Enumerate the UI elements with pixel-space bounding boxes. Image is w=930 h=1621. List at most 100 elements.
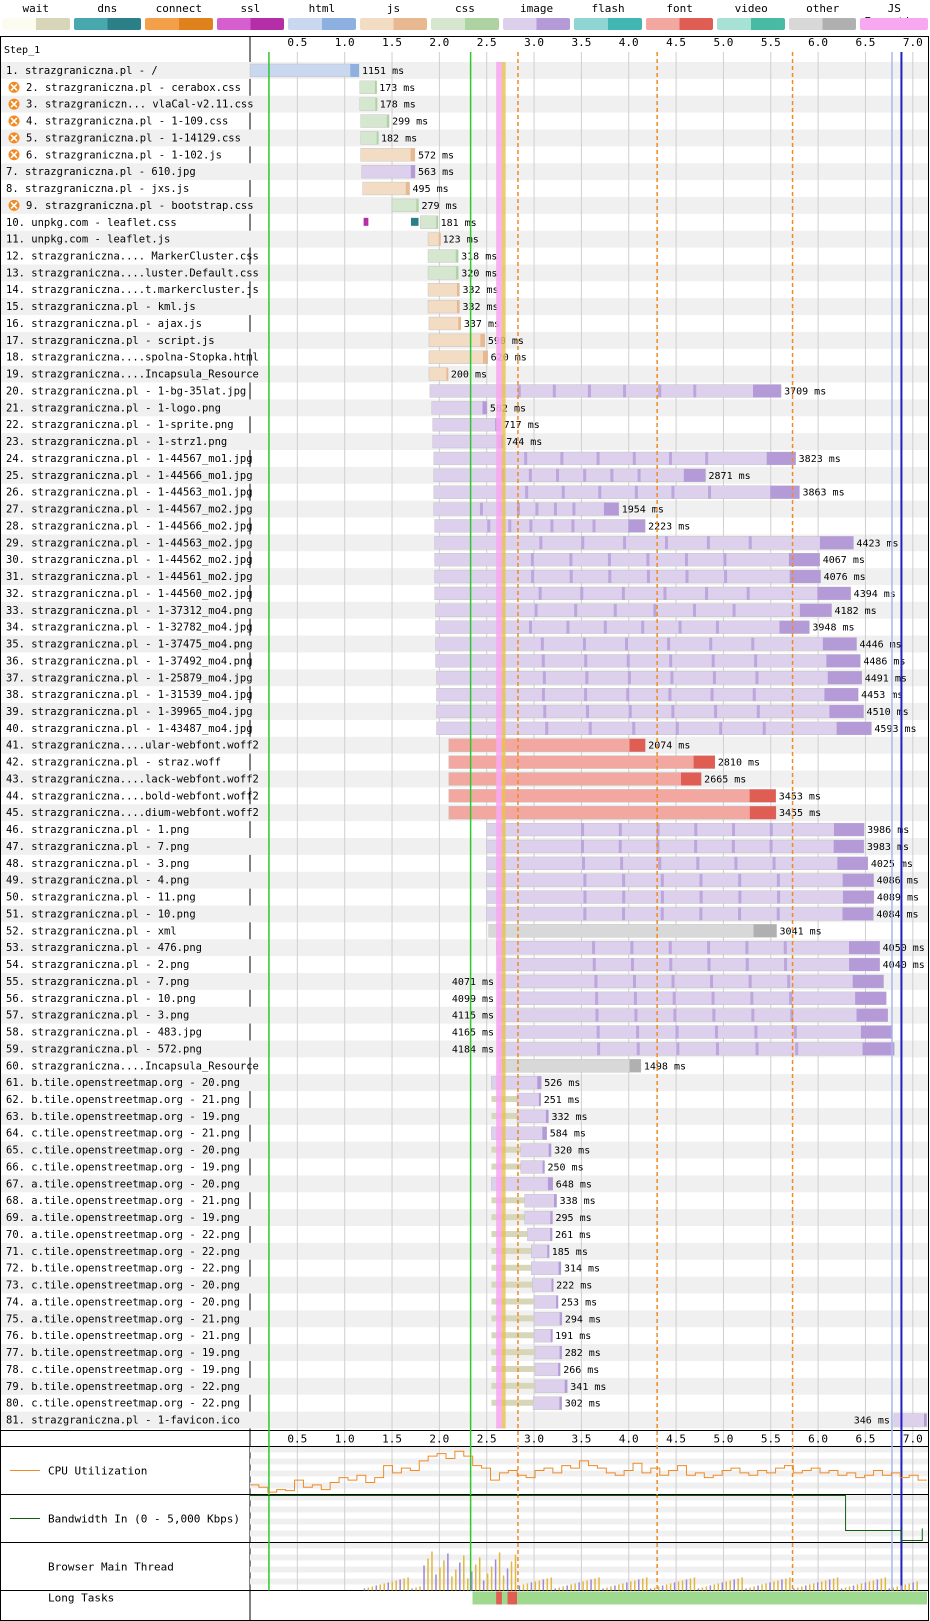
request-label: 5. strazgraniczna.pl - 1-14129.css <box>26 132 241 144</box>
request-bar-chunk <box>668 452 672 465</box>
legend-item-image: image <box>501 0 573 34</box>
request-bar-chunk <box>633 991 637 1005</box>
request-bar-chunk <box>621 586 625 600</box>
main-thread-bar <box>562 1586 564 1591</box>
request-bar-chunk <box>569 570 573 583</box>
request-row: 62. b.tile.openstreetmap.org - 21.png 251… <box>6 1092 580 1107</box>
request-bar-download <box>558 1261 561 1275</box>
request-duration: 3823 ms <box>799 454 841 465</box>
request-duration: 563 ms <box>418 167 454 178</box>
main-thread-bar <box>820 1581 823 1591</box>
request-bar <box>497 974 884 989</box>
request-bar-chunk <box>714 1025 718 1039</box>
main-thread-bar <box>435 1574 437 1591</box>
request-bar-chunk <box>583 890 587 904</box>
cpu-line <box>250 1450 927 1493</box>
request-duration: 3983 ms <box>867 842 909 853</box>
request-bar-chunk <box>610 468 614 482</box>
request-bar <box>428 367 449 381</box>
legend-swatch <box>431 18 499 30</box>
request-bar-chunk <box>634 485 638 499</box>
request-bar-download <box>482 401 487 415</box>
request-bar-chunk <box>583 907 587 921</box>
request-duration: 2871 ms <box>709 471 751 482</box>
main-thread-bar <box>427 1558 429 1591</box>
request-duration: 294 ms <box>565 1314 601 1325</box>
request-row: 24. strazgraniczna.pl - 1-44567_mo1.jpg 3… <box>6 451 841 466</box>
request-duration: 4453 ms <box>861 690 903 701</box>
request-bar <box>498 1059 642 1073</box>
main-thread-bar <box>657 1586 660 1591</box>
request-bar-chunk <box>793 1025 797 1039</box>
request-bar <box>527 1227 553 1242</box>
main-thread-bar <box>916 1581 918 1591</box>
request-bar-chunk <box>561 485 565 499</box>
request-label: 15. strazgraniczna.pl - kml.js <box>6 301 196 313</box>
main-thread-bar <box>896 1586 899 1591</box>
request-duration: 4115 ms <box>452 1011 494 1022</box>
request-bar-chunk <box>723 553 727 567</box>
x-tick-bottom: 0.5 <box>287 1432 307 1445</box>
request-duration: 1498 ms <box>644 1061 686 1072</box>
request-bar <box>434 569 821 584</box>
request-bar-download <box>852 974 884 988</box>
request-row: 66. c.tile.openstreetmap.org - 19.png 250… <box>6 1160 584 1174</box>
request-label: 65. c.tile.openstreetmap.org - 20.png <box>6 1145 240 1157</box>
request-bar-chunk <box>637 468 641 482</box>
request-duration: 332 ms <box>551 1112 587 1123</box>
legend-item-dns: dns <box>72 0 144 34</box>
request-bar-download <box>537 1076 542 1090</box>
request-label: 29. strazgraniczna.pl - 1-44563_mo2.jpg <box>6 537 253 549</box>
request-bar-download <box>766 452 796 465</box>
request-bar-chunk <box>755 1042 759 1056</box>
request-bar-download <box>542 1160 545 1174</box>
request-bar-chunk <box>711 991 715 1005</box>
request-bar-download <box>862 1042 895 1056</box>
request-bar-download <box>410 165 416 179</box>
row-stripe <box>1 1276 928 1294</box>
main-thread-bar <box>856 1584 859 1591</box>
request-bar-chunk <box>732 823 736 837</box>
main-thread-bar <box>399 1579 401 1591</box>
request-bar <box>486 890 875 904</box>
request-bar-wait <box>491 1214 525 1221</box>
request-row: 47. strazgraniczna.pl - 7.png 3983 ms <box>6 839 909 854</box>
request-label: 3. strazgraniczn... vlaCal-v2.11.css <box>26 99 254 111</box>
main-thread-bar <box>431 1551 433 1591</box>
main-thread-bar <box>638 1579 640 1591</box>
main-thread-bar <box>474 1564 477 1591</box>
request-bar-chunk <box>595 991 599 1005</box>
request-duration: 178 ms <box>380 100 416 111</box>
main-thread-bar <box>510 1561 513 1591</box>
main-thread-bar <box>852 1585 855 1591</box>
request-bar-download <box>779 620 810 634</box>
request-row: 14. strazgraniczna....t.markercluster.js… <box>6 283 499 297</box>
legend-swatch <box>502 18 571 30</box>
request-bar <box>433 451 796 466</box>
request-bar-download <box>788 553 820 567</box>
request-bar <box>448 755 716 769</box>
row-stripe <box>1 298 928 316</box>
request-row: 55. strazgraniczna.pl - 7.png 4071 ms <box>6 974 884 989</box>
request-bar-download <box>833 840 864 853</box>
legend-item-other: other <box>787 0 859 34</box>
main-thread-bar <box>649 1588 652 1591</box>
legend-item-js-execution: JS Execution <box>858 0 930 34</box>
request-row: 59. strazgraniczna.pl - 572.png 4184 ms <box>6 1042 895 1056</box>
main-thread-bar <box>884 1577 887 1591</box>
main-thread-bar <box>709 1585 712 1591</box>
row-stripe <box>1 129 928 147</box>
request-bar-chunk <box>595 1008 599 1022</box>
request-label: 37. strazgraniczna.pl - 1-25879_mo4.jpg <box>6 672 253 684</box>
request-duration: 495 ms <box>413 184 449 195</box>
request-row: 9. strazgraniczna.pl - bootstrap.css 279 … <box>8 198 458 213</box>
request-bar-wait <box>491 1163 521 1170</box>
request-row: 2. strazgraniczna.pl - cerabox.css 173 ms <box>8 80 415 94</box>
request-bar-chunk <box>734 856 738 870</box>
request-bar-chunk <box>623 384 627 398</box>
x-tick-bottom: 3.5 <box>571 1432 591 1445</box>
main-thread-bar <box>602 1588 604 1591</box>
request-bar-chunk <box>790 1008 794 1022</box>
row-stripe <box>1 264 928 282</box>
request-bar <box>497 1042 895 1056</box>
